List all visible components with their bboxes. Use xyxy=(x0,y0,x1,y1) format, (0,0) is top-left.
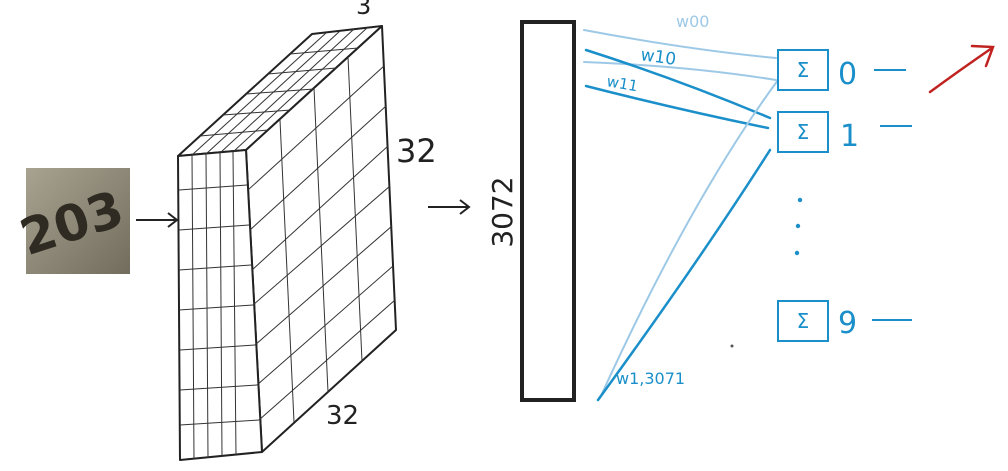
connection-w13071 xyxy=(598,150,770,400)
output-ellipsis xyxy=(795,198,802,255)
output-node-1: Σ 1 xyxy=(778,112,912,154)
output-node-9: Σ 9 xyxy=(778,301,912,341)
flattened-vector xyxy=(522,22,574,400)
output-label-0: 0 xyxy=(838,57,857,92)
sum-symbol: Σ xyxy=(797,58,810,82)
output-label-1: 1 xyxy=(840,119,859,154)
stray-dot xyxy=(731,345,734,348)
tensor-height-label: 32 xyxy=(396,132,437,170)
output-label-9: 9 xyxy=(838,306,857,341)
sum-symbol: Σ xyxy=(797,120,810,144)
connection-light-2 xyxy=(600,80,778,398)
arrow-to-tensor xyxy=(136,213,177,227)
tensor-depth-label: 3 xyxy=(356,0,371,20)
red-output-arrow xyxy=(930,46,993,92)
sum-symbol: Σ xyxy=(797,309,810,333)
weight-label-w00: w00 xyxy=(676,12,709,31)
arrow-to-vector xyxy=(428,200,469,214)
output-node-0: Σ 0 xyxy=(778,50,906,92)
vector-size-label: 3072 xyxy=(486,176,519,247)
weight-label-w13071: w1,3071 xyxy=(616,369,685,388)
tensor-width-label: 32 xyxy=(326,401,359,431)
input-image: 203 xyxy=(13,168,130,274)
connection-w00 xyxy=(584,30,776,58)
